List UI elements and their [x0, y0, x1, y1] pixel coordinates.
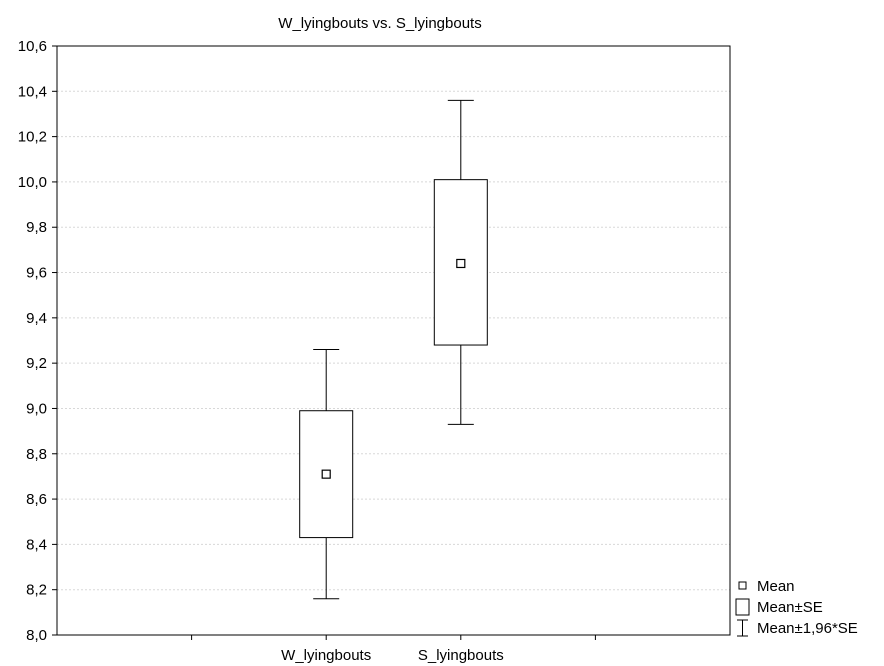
mean-marker [456, 258, 466, 269]
legend-mean-marker [738, 581, 747, 590]
y-tick-label: 9,8 [26, 219, 47, 236]
legend-mean-label: Mean [757, 578, 795, 595]
y-axis: 8,0 8,2 8,4 8,6 8,8 9,0 9,2 9,4 9,6 9,8 10,0 10,2 10… [18, 38, 57, 644]
x-category-label: W_lyingbouts [281, 647, 371, 664]
legend: Mean Mean±SE Mean±1,96*SE [735, 578, 858, 637]
legend-ci-label: Mean±1,96*SE [757, 620, 858, 637]
series-boxes [299, 99, 488, 600]
y-tick-label: 8,4 [26, 536, 47, 553]
y-tick-label: 10,0 [18, 174, 47, 191]
y-tick-label: 9,4 [26, 310, 47, 327]
y-tick-label: 10,6 [18, 38, 47, 55]
y-tick-label: 9,6 [26, 265, 47, 282]
chart-title: W_lyingbouts vs. S_lyingbouts [278, 15, 481, 32]
y-tick-label: 8,6 [26, 491, 47, 508]
legend-se-marker [735, 598, 750, 616]
x-category-label: S_lyingbouts [418, 647, 504, 664]
y-tick-label: 8,8 [26, 446, 47, 463]
mean-marker [321, 469, 331, 479]
x-axis: W_lyingbouts S_lyingbouts [191, 635, 596, 664]
y-tick-label: 8,0 [26, 627, 47, 644]
legend-se-label: Mean±SE [757, 599, 823, 616]
box-W_lyingbouts [299, 349, 354, 600]
y-tick-label: 9,0 [26, 400, 47, 417]
y-tick-label: 10,2 [18, 129, 47, 146]
y-tick-label: 9,2 [26, 355, 47, 372]
plot-frame [56, 45, 731, 636]
y-tick-label: 10,4 [18, 83, 47, 100]
legend-ci-marker [737, 619, 748, 637]
box-S_lyingbouts [433, 99, 488, 425]
y-tick-label: 8,2 [26, 582, 47, 599]
grid-lines [57, 90, 730, 591]
